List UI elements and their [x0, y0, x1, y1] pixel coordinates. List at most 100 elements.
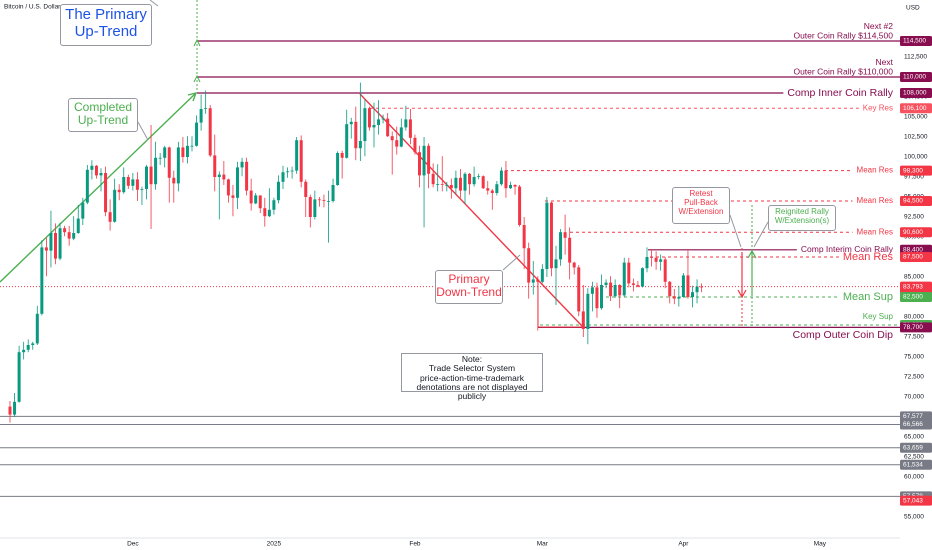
- candle-body: [640, 268, 644, 287]
- callout: Completed Up-Trend: [68, 98, 138, 132]
- candle-body: [559, 232, 563, 260]
- connector: [137, 121, 149, 141]
- price-tag: [900, 103, 932, 114]
- x-tick-label: Mar: [537, 541, 549, 548]
- price-tag-label: 78,700: [903, 324, 923, 331]
- candle-body: [695, 286, 699, 293]
- price-tag-label: 94,500: [903, 198, 923, 205]
- candle-body: [313, 199, 317, 217]
- candle-body: [40, 247, 44, 314]
- candle-body: [322, 200, 326, 201]
- price-tag-label: 88,400: [903, 247, 923, 254]
- candle-body: [472, 177, 476, 185]
- candle-body: [126, 177, 130, 186]
- candle-body: [304, 181, 308, 197]
- candle-body: [286, 171, 290, 173]
- candle-body: [254, 195, 258, 204]
- candle-body: [404, 119, 408, 128]
- callout-line: Up-Trend: [77, 113, 129, 128]
- candle-body: [281, 172, 285, 182]
- callout-line: W/Extension(s): [774, 215, 830, 225]
- y-tick-label: 105,000: [904, 114, 928, 121]
- y-tick-label: 70,000: [904, 394, 924, 401]
- level-label: Key Sup: [863, 312, 894, 321]
- candle-body: [367, 108, 371, 128]
- candle-body: [663, 259, 667, 282]
- candle-body: [458, 177, 462, 191]
- level-label: Mean Sup: [843, 291, 893, 303]
- candle-body: [445, 185, 449, 186]
- currency: USD: [906, 5, 920, 12]
- candle-body: [454, 177, 458, 189]
- candle-body: [422, 145, 426, 176]
- candle-body: [581, 311, 585, 329]
- candle-body: [436, 184, 440, 185]
- connector: [502, 254, 521, 271]
- candle-body: [490, 190, 494, 193]
- candle-body: [631, 283, 635, 285]
- price-tag-label: 106,100: [903, 105, 927, 112]
- y-tick-label: 55,000: [904, 514, 924, 521]
- rally-arrow: [747, 249, 757, 296]
- y-tick-label: 92,500: [904, 214, 924, 221]
- candle-body: [440, 184, 444, 185]
- price-tag: [900, 442, 932, 453]
- callout-line: The Primary: [65, 6, 147, 23]
- up-trendline: [0, 92, 197, 283]
- candle-body: [549, 202, 553, 269]
- candle-body: [67, 232, 71, 239]
- candle-body: [495, 184, 499, 193]
- x-tick-label: Dec: [127, 541, 139, 548]
- price-tag-label: 110,000: [903, 74, 926, 81]
- retest-arrow: [737, 252, 747, 299]
- price-tag-label: 87,500: [903, 254, 923, 261]
- y-tick-label: 97,500: [904, 174, 924, 181]
- connector: [729, 214, 742, 248]
- candle-body: [563, 232, 567, 238]
- candle-body: [122, 177, 126, 193]
- y-tick-label: 80,000: [904, 314, 924, 321]
- candle-body: [418, 152, 421, 176]
- candle-body: [618, 285, 622, 296]
- candle-body: [108, 212, 112, 222]
- candle-body: [513, 185, 517, 187]
- callout-line: Completed: [73, 100, 133, 114]
- candle-body: [449, 185, 453, 189]
- price-tag-label: 114,500: [903, 38, 926, 45]
- y-tick-label: 72,500: [904, 374, 924, 381]
- candle-body: [213, 155, 217, 177]
- note: Note: Trade Selector System price-action-t…: [401, 353, 543, 401]
- price-tag: [900, 411, 932, 422]
- candle-body: [531, 279, 535, 283]
- candle-body: [636, 285, 640, 287]
- candle-body: [249, 190, 253, 204]
- callout-line: W/Extension: [678, 206, 724, 216]
- candle-body: [568, 237, 572, 263]
- candle-body: [477, 176, 481, 177]
- candle-body: [17, 352, 21, 402]
- candle-body: [299, 140, 303, 182]
- candle-body: [427, 145, 431, 174]
- symbol-title: Bitcoin / U.S. Dollar · 1D · BITSTAMP: [4, 4, 112, 11]
- y-tick-label: 77,500: [904, 334, 924, 341]
- candle-body: [308, 197, 312, 217]
- level-label: Mean Res: [857, 227, 893, 236]
- candle-body: [668, 281, 672, 297]
- candle-body: [408, 119, 412, 138]
- level-label: Comp Inner Coin Rally: [787, 87, 893, 99]
- candle-body: [659, 259, 663, 262]
- candle-body: [113, 189, 117, 222]
- candle-body: [226, 179, 230, 196]
- price-tag-label: 108,000: [903, 90, 927, 97]
- level-label: Comp Outer Coin Dip: [793, 329, 894, 341]
- y-tick-label: 100,000: [904, 154, 928, 161]
- candle-body: [13, 401, 17, 415]
- connector: [753, 221, 769, 248]
- callout-line: Reignited Rally: [775, 207, 829, 216]
- candle-body: [331, 185, 335, 201]
- candle-body: [354, 121, 358, 149]
- candle-body: [522, 225, 526, 249]
- y-tick-label: 90,000: [904, 234, 924, 241]
- note-line: denotations are not displayed publicly: [416, 382, 528, 402]
